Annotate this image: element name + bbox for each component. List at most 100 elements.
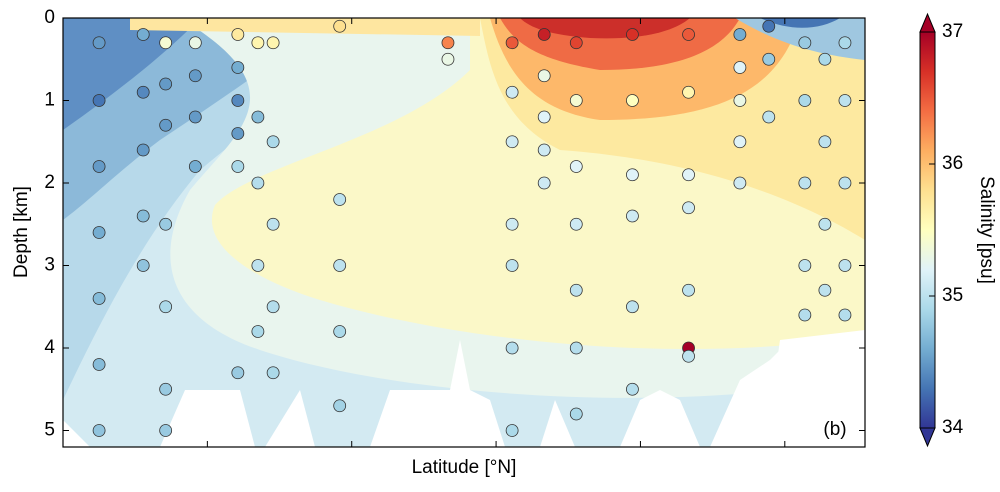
sample-point (569, 407, 583, 421)
sample-point (505, 424, 519, 437)
sample-point (333, 19, 347, 33)
sample-point (569, 283, 583, 297)
sample-point (733, 94, 747, 107)
sample-point (251, 110, 265, 124)
colorbar-extend (919, 12, 936, 33)
sample-point (333, 259, 347, 272)
sample-point (136, 28, 150, 41)
y-tick-label: 4 (44, 337, 55, 358)
sample-point (818, 52, 832, 66)
y-tick-label: 3 (44, 255, 55, 276)
plot-frame (62, 17, 866, 448)
sample-point (733, 135, 747, 149)
sample-point (231, 127, 245, 140)
y-axis-label: Depth [km] (11, 186, 32, 278)
sample-point (505, 259, 519, 272)
colorbar-label: Salinity [psu] (976, 176, 997, 284)
sample-point (251, 36, 265, 50)
sample-point (505, 217, 519, 231)
sample-point (682, 168, 695, 182)
sample-point (266, 135, 280, 149)
sample-point (569, 341, 583, 355)
sample-point (505, 135, 519, 149)
sample-point (838, 259, 852, 272)
sample-point (537, 69, 551, 83)
sample-point (569, 36, 583, 50)
sample-point (441, 52, 455, 66)
sample-point (818, 217, 832, 231)
y-tick-label: 1 (44, 90, 55, 111)
points (92, 19, 852, 437)
sample-point (159, 300, 173, 314)
sample-point (188, 160, 202, 173)
sample-point (682, 283, 695, 297)
sample-point (733, 28, 747, 41)
sample-point (762, 19, 776, 33)
sample-point (818, 283, 832, 297)
sample-point (838, 308, 852, 322)
sample-point (798, 308, 812, 322)
sample-point (762, 110, 776, 124)
sample-point (159, 36, 173, 50)
colorbar-tick-label: 34 (942, 417, 964, 438)
sample-point (188, 36, 202, 50)
sample-point (798, 94, 812, 107)
sample-point (251, 325, 265, 338)
sample-point (251, 259, 265, 272)
sample-point (251, 176, 265, 190)
sample-point (92, 358, 106, 371)
sample-point (838, 36, 852, 50)
sample-point (92, 160, 106, 173)
sample-point (537, 143, 551, 157)
y-tick-label: 2 (44, 172, 55, 193)
panel-label: (b) (823, 419, 846, 440)
sample-point (159, 118, 173, 132)
sample-point (136, 143, 150, 157)
sample-point (159, 424, 173, 437)
sample-point (798, 36, 812, 50)
colorbar (919, 31, 936, 429)
sample-point (231, 61, 245, 74)
y-tick-label: 0 (44, 7, 55, 28)
sample-point (333, 325, 347, 338)
sample-point (159, 217, 173, 231)
sample-point (798, 176, 812, 190)
sample-point (838, 94, 852, 107)
sample-point (505, 36, 519, 50)
sample-point (798, 259, 812, 272)
sample-point (92, 424, 106, 437)
sample-point (136, 259, 150, 272)
x-axis-label: Latitude [°N] (412, 457, 517, 478)
sample-point (505, 341, 519, 355)
sample-point (505, 85, 519, 99)
sample-point (626, 94, 639, 107)
sample-point (333, 193, 347, 206)
sample-point (231, 28, 245, 41)
sample-point (569, 217, 583, 231)
sample-point (441, 36, 455, 50)
sample-point (92, 292, 106, 305)
sample-point (626, 300, 639, 314)
sample-point (136, 209, 150, 223)
sample-point (188, 110, 202, 124)
sample-point (266, 36, 280, 50)
sample-point (838, 176, 852, 190)
sample-point (682, 85, 695, 99)
sample-point (231, 94, 245, 107)
sample-point (733, 61, 747, 74)
sample-point (231, 366, 245, 380)
sample-point (333, 399, 347, 413)
sample-point (626, 382, 639, 396)
sample-point (92, 226, 106, 239)
sample-point (626, 168, 639, 182)
sample-point (626, 209, 639, 223)
sample-point (266, 217, 280, 231)
sample-point (682, 28, 695, 41)
sample-point (537, 28, 551, 41)
contour-field (63, 18, 865, 447)
sample-point (626, 28, 639, 41)
y-tick-label: 5 (44, 420, 55, 441)
sample-point (231, 160, 245, 173)
